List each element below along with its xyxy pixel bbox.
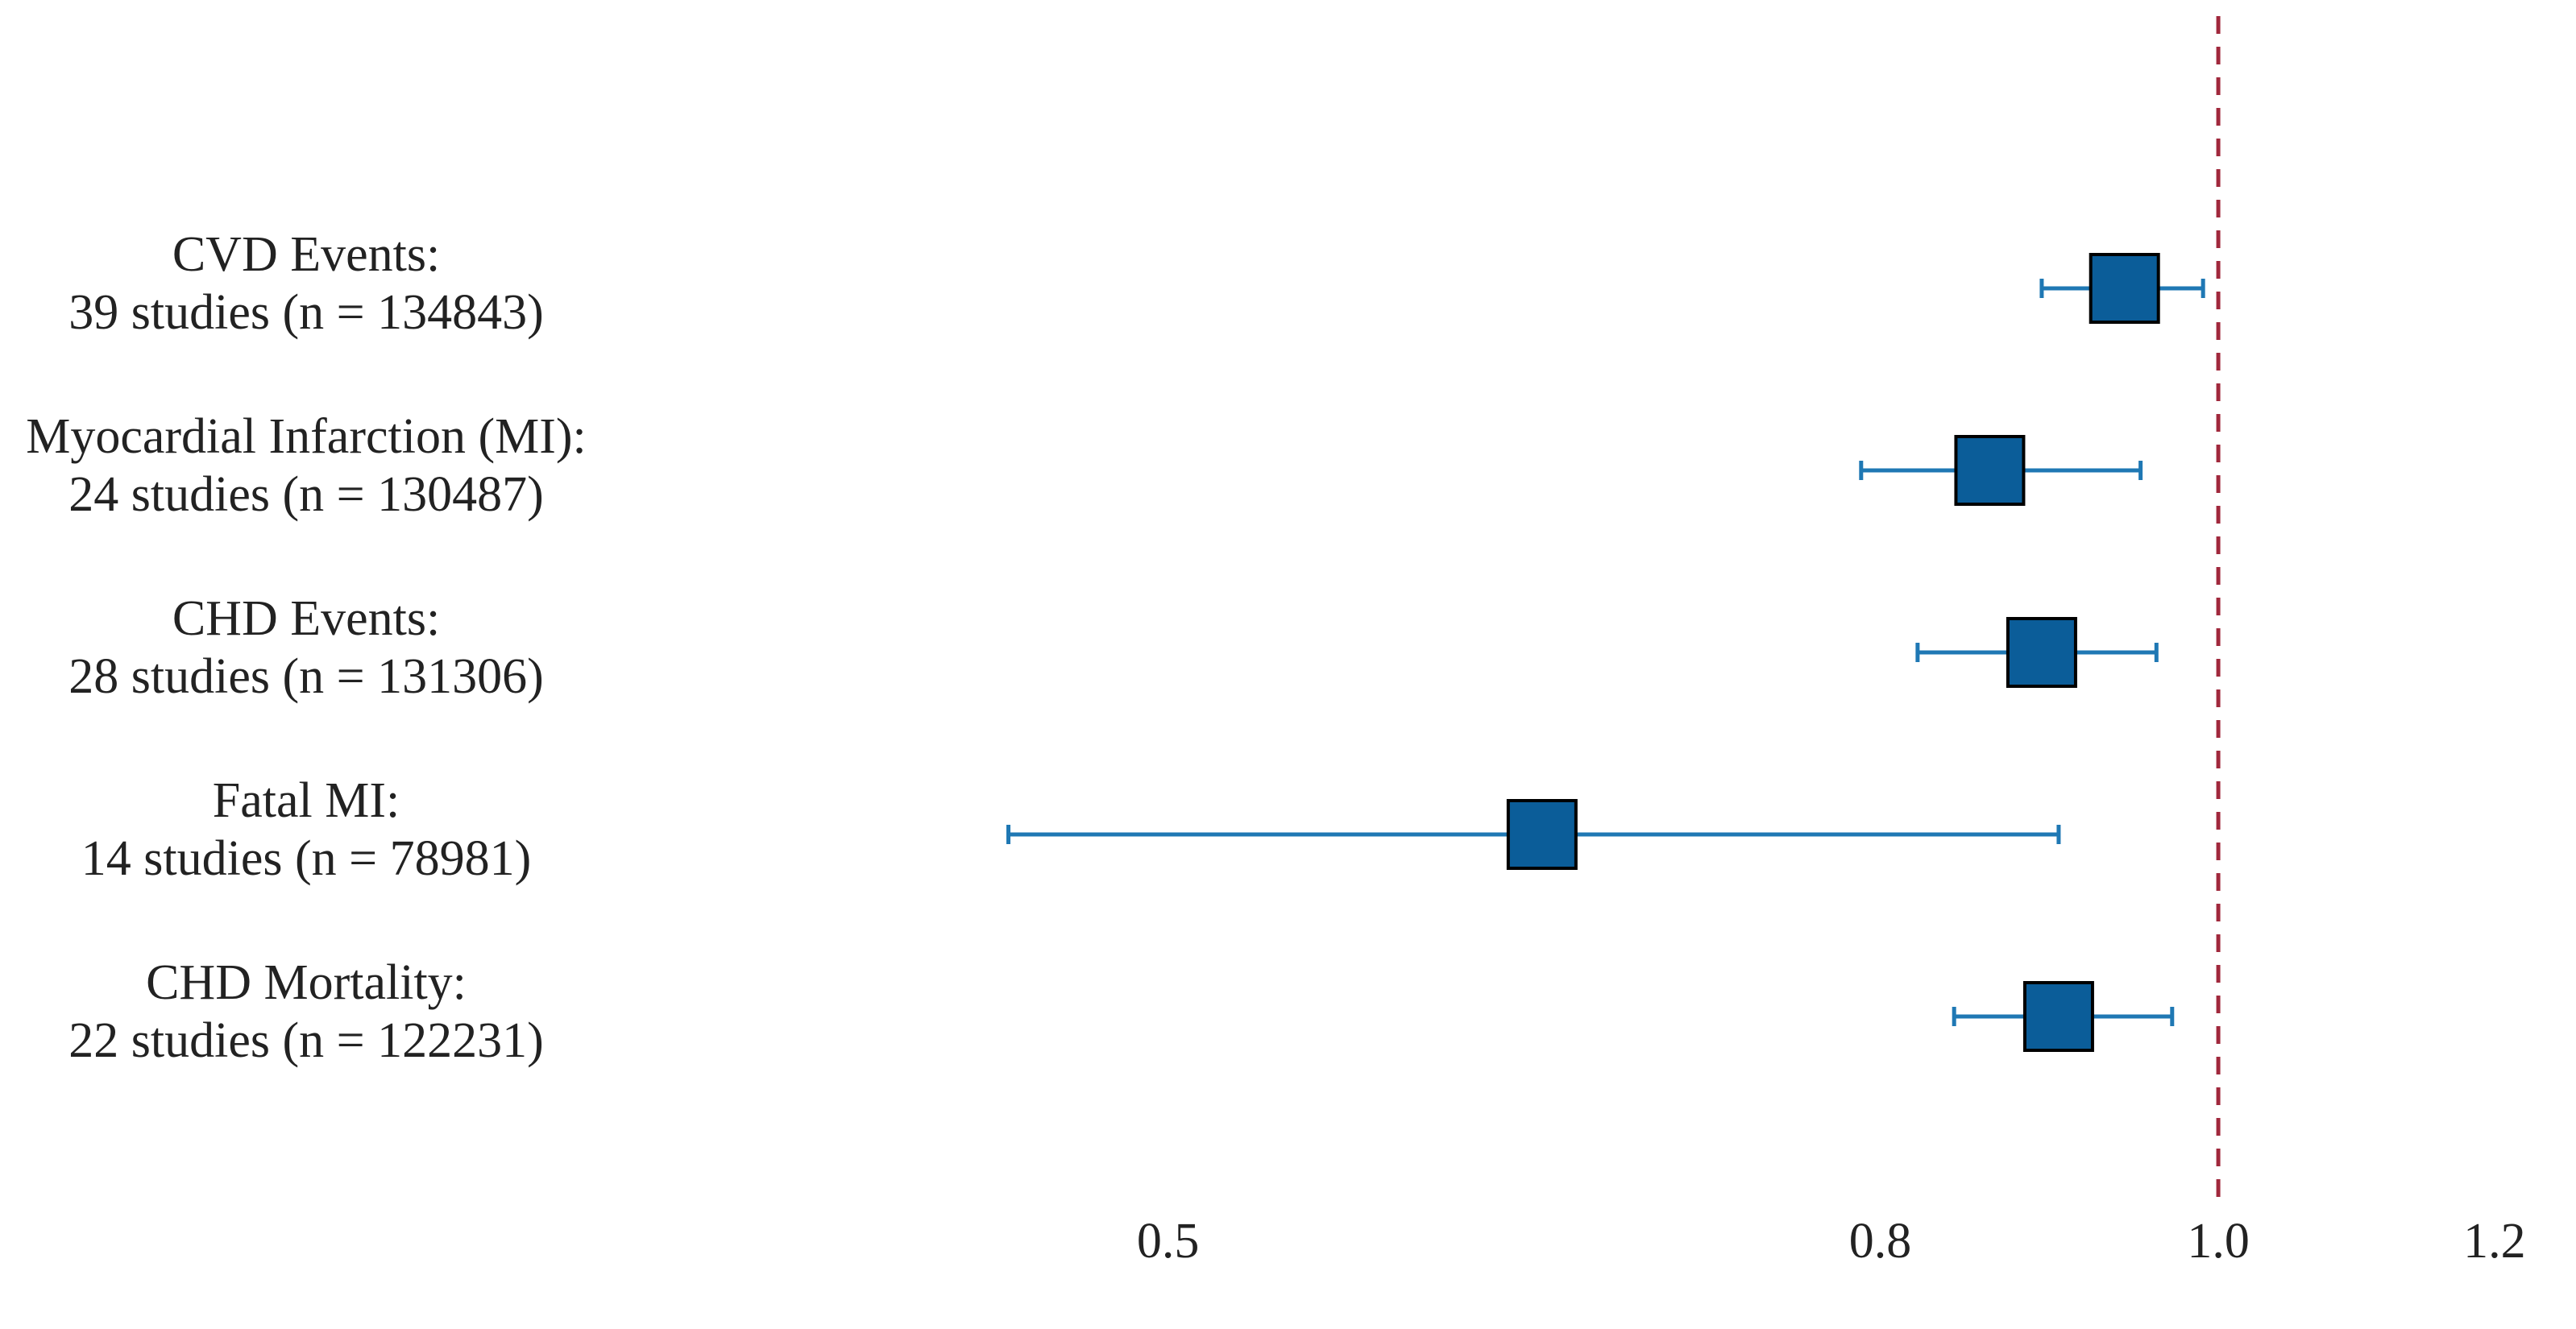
- estimate-square: [2089, 253, 2160, 324]
- row-detail: 14 studies (n = 78981): [81, 831, 531, 886]
- row-label: Fatal MI:: [213, 773, 400, 828]
- row-detail: 24 studies (n = 130487): [68, 467, 543, 522]
- estimate-square: [2022, 981, 2094, 1052]
- x-tick-label: 0.8: [1849, 1214, 1912, 1269]
- row-label: CVD Events:: [172, 227, 440, 282]
- row-detail: 39 studies (n = 134843): [68, 285, 543, 340]
- estimate-square: [1506, 799, 1578, 870]
- x-tick-label: 0.5: [1137, 1214, 1200, 1269]
- row-label: CHD Events:: [172, 591, 440, 646]
- estimate-square: [2006, 617, 2077, 688]
- estimate-square: [1954, 435, 2026, 506]
- row-label: Myocardial Infarction (MI):: [26, 409, 587, 464]
- row-detail: 28 studies (n = 131306): [68, 649, 543, 704]
- row-label: CHD Mortality:: [146, 955, 467, 1010]
- row-detail: 22 studies (n = 122231): [68, 1013, 543, 1068]
- x-tick-label: 1.2: [2463, 1214, 2526, 1269]
- x-tick-label: 1.0: [2187, 1214, 2250, 1269]
